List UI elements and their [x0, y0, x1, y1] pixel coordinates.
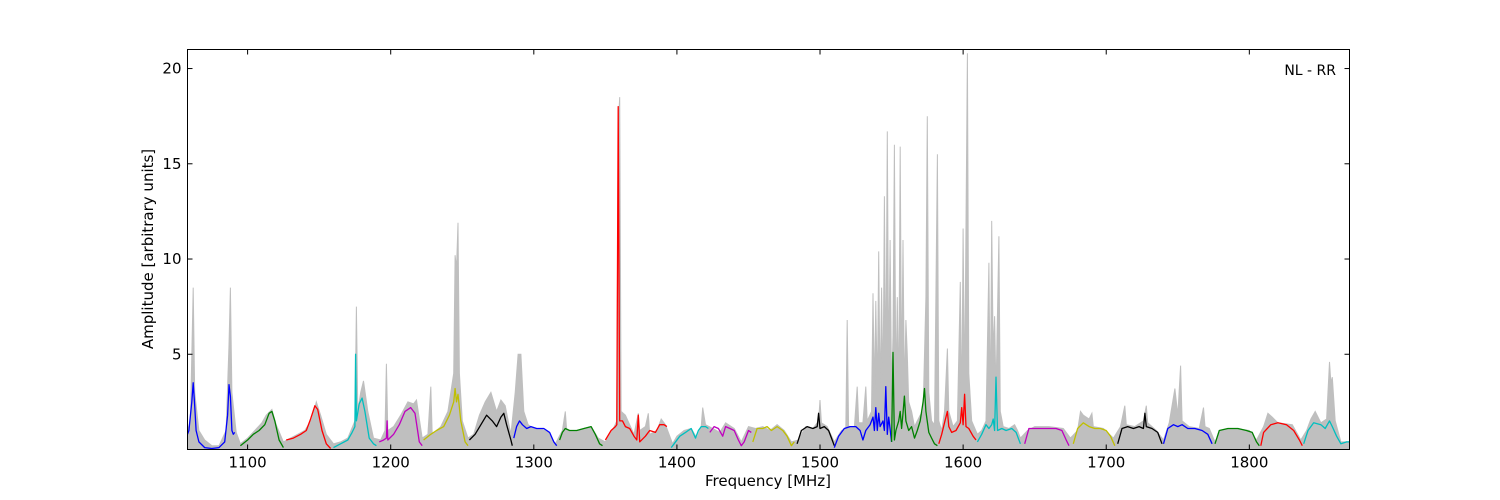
series-line-16	[890, 351, 938, 447]
series-line-8	[513, 420, 558, 447]
series-line-7	[468, 412, 513, 446]
plot-frame	[187, 49, 1350, 450]
series-line-15	[833, 385, 893, 448]
x-tick-label: 1700	[1087, 454, 1125, 472]
series-line-22	[1162, 424, 1213, 445]
series-line-20	[1072, 422, 1116, 446]
series-line-13	[752, 425, 795, 447]
series-line-12	[709, 425, 752, 447]
x-tick-label: 1400	[658, 454, 696, 472]
background-series-area	[187, 53, 1350, 450]
x-tick-label: 1500	[801, 454, 839, 472]
series-line-25	[1303, 420, 1350, 445]
y-tick-label: 20	[162, 60, 181, 78]
series-line-2	[239, 410, 284, 448]
series-line-9	[558, 425, 603, 447]
series-line-5	[379, 406, 423, 447]
series-line-11	[670, 425, 709, 448]
x-tick-label: 1200	[372, 454, 410, 472]
series-line-4	[333, 353, 377, 449]
series-line-6	[423, 387, 469, 447]
series-line-10	[604, 105, 668, 443]
y-axis-ticks: 5 10 15 20	[162, 60, 1350, 363]
x-tick-label: 1600	[944, 454, 982, 472]
series-line-1	[187, 382, 236, 450]
series-line-14	[796, 412, 835, 446]
x-tick-label: 1100	[229, 454, 267, 472]
series-line-19	[1024, 427, 1070, 446]
y-tick-label: 15	[162, 155, 181, 173]
y-tick-label: 10	[162, 250, 181, 268]
x-axis-ticks: 1100 1200 1300 1400 1500 1600 1700 1800	[229, 49, 1268, 472]
series-line-3	[286, 405, 332, 449]
plot-data	[187, 53, 1350, 450]
y-tick-label: 5	[172, 345, 182, 363]
x-tick-label: 1300	[515, 454, 553, 472]
series-line-18	[976, 376, 1022, 445]
x-tick-label: 1800	[1230, 454, 1268, 472]
series-line-23	[1214, 427, 1260, 447]
series-line-17	[938, 393, 977, 444]
series-line-21	[1117, 412, 1163, 445]
x-axis-label: Frequency [MHz]	[705, 472, 831, 490]
annotation-label: NL - RR	[1284, 63, 1336, 79]
series-line-24	[1260, 422, 1303, 446]
y-axis-label: Amplitude [arbitrary units]	[139, 149, 157, 349]
